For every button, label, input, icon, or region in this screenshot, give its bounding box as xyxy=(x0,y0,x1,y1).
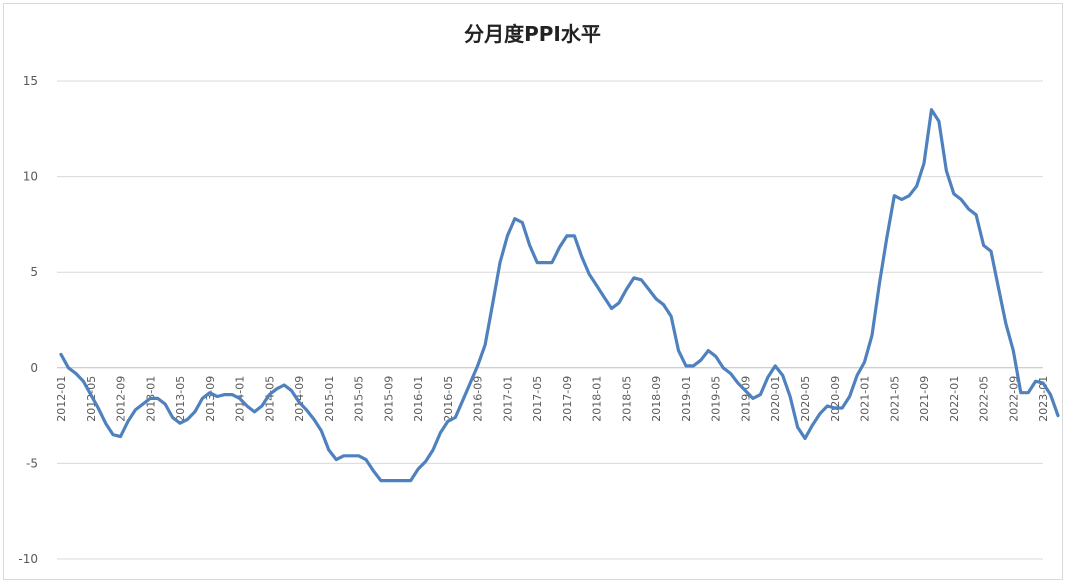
x-tick-label: 2021-01 xyxy=(859,376,872,422)
x-tick-label: 2016-05 xyxy=(442,376,455,422)
x-tick-label: 2020-05 xyxy=(799,376,812,422)
x-tick-label: 2020-09 xyxy=(829,376,842,422)
y-tick-label: 5 xyxy=(30,265,38,279)
x-tick-label: 2016-09 xyxy=(472,376,485,422)
x-tick-label: 2020-01 xyxy=(769,376,782,422)
x-tick-label: 2014-09 xyxy=(293,376,306,422)
y-axis-labels: -10 -5 0 5 10 15 xyxy=(18,74,38,566)
x-tick-label: 2015-09 xyxy=(382,376,395,422)
x-tick-label: 2015-05 xyxy=(353,376,366,422)
chart-title: 分月度PPI水平 xyxy=(464,22,601,46)
y-tick-label: 15 xyxy=(23,74,38,88)
x-tick-label: 2017-09 xyxy=(561,376,574,422)
x-axis-labels: 2012-01 2012-05 2012-09 2013-01 2013-05 2013-… xyxy=(55,376,1050,422)
x-tick-label: 2018-09 xyxy=(650,376,663,422)
gridlines xyxy=(57,80,1043,560)
x-tick-label: 2021-09 xyxy=(918,376,931,422)
x-tick-label: 2022-01 xyxy=(948,376,961,422)
x-tick-label: 2012-01 xyxy=(55,376,68,422)
series-line xyxy=(59,108,1060,483)
x-tick-label: 2013-09 xyxy=(204,376,217,422)
x-tick-label: 2013-05 xyxy=(174,376,187,422)
x-tick-label: 2019-09 xyxy=(739,376,752,422)
chart-frame xyxy=(3,3,1063,580)
x-tick-label: 2017-05 xyxy=(531,376,544,422)
x-tick-label: 2015-01 xyxy=(323,376,336,422)
x-tick-label: 2014-05 xyxy=(263,376,276,422)
x-tick-label: 2018-05 xyxy=(620,376,633,422)
x-tick-label: 2018-01 xyxy=(591,376,604,422)
y-tick-label: -5 xyxy=(26,456,38,470)
x-tick-label: 2019-05 xyxy=(710,376,723,422)
x-tick-label: 2022-05 xyxy=(978,376,991,422)
x-tick-label: 2012-09 xyxy=(115,376,128,422)
x-tick-label: 2016-01 xyxy=(412,376,425,422)
x-tick-label: 2021-05 xyxy=(888,376,901,422)
y-tick-label: -10 xyxy=(18,552,38,566)
y-tick-label: 0 xyxy=(30,361,38,375)
x-tick-label: 2022-09 xyxy=(1007,376,1020,422)
x-tick-label: 2019-01 xyxy=(680,376,693,422)
series-group xyxy=(59,108,1060,483)
x-tick-label: 2017-01 xyxy=(501,376,514,422)
y-tick-label: 10 xyxy=(23,170,38,184)
x-tick-label: 2012-05 xyxy=(85,376,98,422)
